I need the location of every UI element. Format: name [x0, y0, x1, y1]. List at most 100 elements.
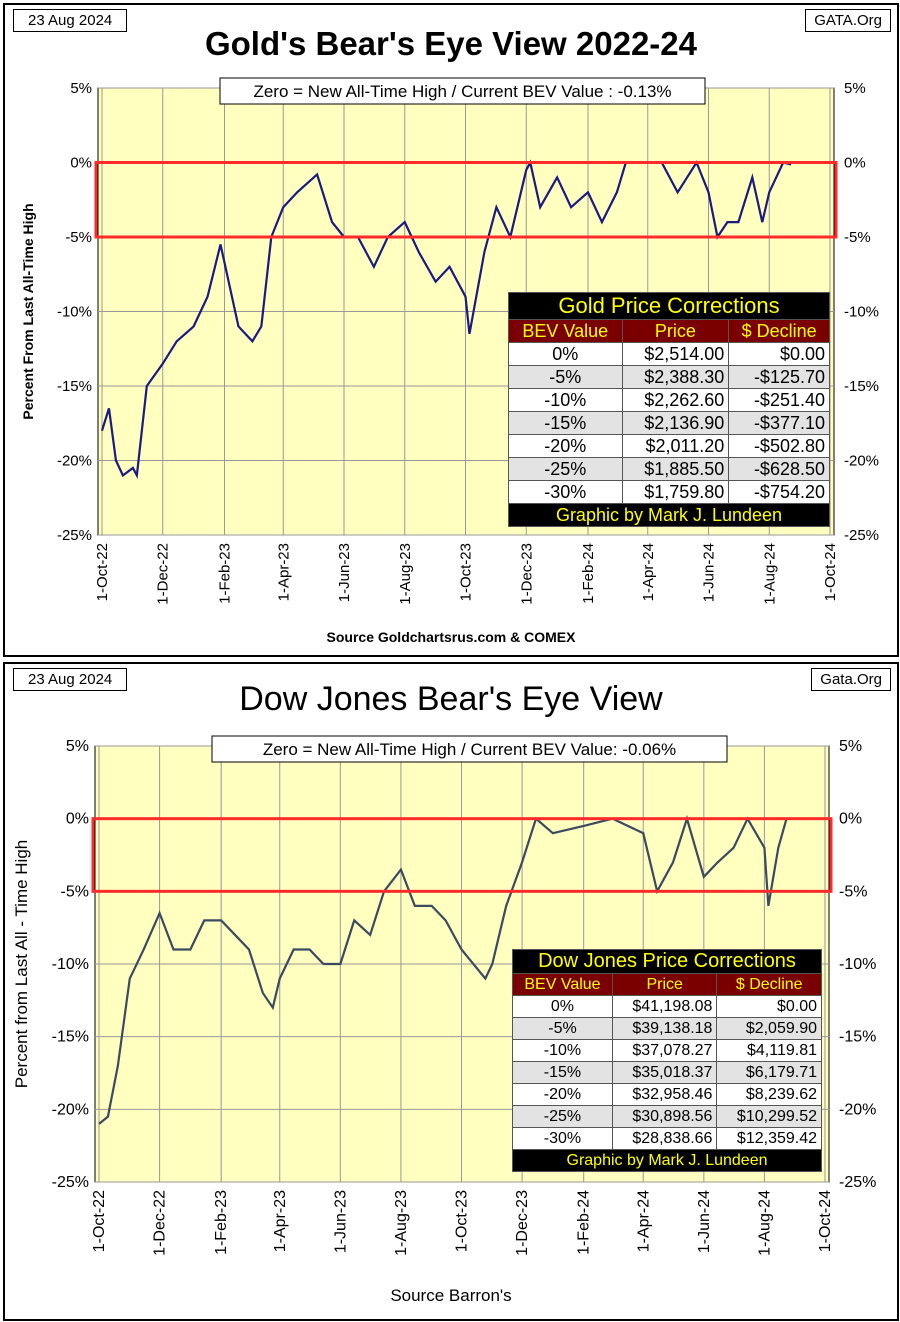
- table-cell: $41,198.08: [611, 995, 718, 1018]
- x-tick-label: 1-Apr-23: [275, 543, 292, 601]
- column-header: $ Decline: [728, 319, 830, 343]
- table-title: Dow Jones Price Corrections: [512, 949, 822, 974]
- table-cell: -$628.50: [728, 457, 830, 481]
- table-cell: -25%: [508, 457, 623, 481]
- note-box: [211, 735, 728, 763]
- y-tick-label-left: -5%: [65, 229, 92, 246]
- y-tick-label-left: 5%: [70, 80, 92, 97]
- column-header: BEV Value: [508, 319, 623, 343]
- dow-corrections-table: Dow Jones Price Corrections BEV Value Pric…: [512, 949, 822, 1172]
- date-label: 23 Aug 2024: [13, 9, 128, 32]
- y-tick-label-left: -5%: [61, 883, 89, 900]
- table-row: 0% $2,514.00 $0.00: [508, 342, 830, 366]
- y-tick-label-right: -15%: [844, 378, 879, 395]
- y-tick-label-right: -20%: [839, 1101, 876, 1118]
- table-row: 0% $41,198.08 $0.00: [512, 995, 822, 1018]
- x-tick-label: 1-Jun-24: [696, 1190, 713, 1253]
- table-cell: -5%: [508, 365, 623, 389]
- table-cell: -$754.20: [728, 480, 830, 504]
- y-tick-label-left: -25%: [52, 1174, 89, 1191]
- x-tick-label: 1-Aug-24: [761, 543, 778, 605]
- table-cell: $2,262.60: [621, 388, 730, 412]
- x-tick-label: 1-Apr-24: [640, 543, 657, 601]
- x-tick-label: 1-Aug-24: [756, 1190, 773, 1256]
- x-tick-label: 1-Oct-23: [454, 1190, 471, 1252]
- table-cell: -20%: [508, 434, 623, 458]
- chart-title: Gold's Bear's Eye View 2022-24: [204, 25, 698, 62]
- table-cell: -25%: [512, 1105, 613, 1128]
- table-cell: $2,059.90: [716, 1017, 822, 1040]
- y-tick-label-left: -20%: [57, 453, 92, 470]
- y-tick-label-left: -10%: [57, 304, 92, 321]
- table-row: -10% $37,078.27 $4,119.81: [512, 1039, 822, 1062]
- table-cell: $6,179.71: [716, 1061, 822, 1084]
- x-tick-label: 1-Oct-24: [822, 543, 839, 601]
- table-row: -10% $2,262.60 -$251.40: [508, 388, 830, 412]
- y-tick-label-right: -15%: [839, 1029, 876, 1046]
- x-tick-label: 1-Dec-22: [155, 543, 172, 605]
- x-tick-label: 1-Dec-23: [514, 1190, 531, 1256]
- table-cell: -10%: [508, 388, 623, 412]
- table-cell: $2,514.00: [621, 342, 730, 366]
- source-label: Source Goldchartsrus.com & COMEX: [326, 629, 576, 645]
- dow-chart-panel: 23 Aug 2024 Gata.Org Dow Jones Bear's Ey…: [3, 662, 899, 1321]
- bev-line: [98, 814, 788, 1125]
- note-text: Zero = New All-Time High / Current BEV V…: [253, 82, 671, 101]
- y-tick-label-left: -20%: [52, 1101, 89, 1118]
- x-tick-label: 1-Feb-23: [216, 543, 233, 604]
- x-tick-label: 1-Oct-23: [458, 543, 475, 601]
- source-label: Source Barron's: [390, 1286, 512, 1305]
- table-cell: $37,078.27: [611, 1039, 718, 1062]
- x-tick-label: 1-Feb-23: [213, 1190, 230, 1255]
- highlight-band-box: [94, 161, 838, 239]
- table-row: -20% $2,011.20 -$502.80: [508, 434, 830, 458]
- y-tick-label-right: -25%: [844, 527, 879, 544]
- y-axis-label: Percent from Last All - Time High: [12, 840, 31, 1088]
- site-label: Gata.Org: [811, 668, 891, 691]
- x-tick-label: 1-Jun-23: [332, 1190, 349, 1253]
- table-row: -20% $32,958.46 $8,239.62: [512, 1083, 822, 1106]
- y-axis-label: Percent From Last All-Time High: [20, 203, 36, 419]
- column-header: BEV Value: [512, 973, 613, 996]
- x-tick-label: 1-Jun-24: [701, 543, 718, 602]
- column-header: Price: [621, 319, 730, 343]
- table-cell: -30%: [512, 1127, 613, 1150]
- y-tick-label-left: -25%: [57, 527, 92, 544]
- table-cell: $32,958.46: [611, 1083, 718, 1106]
- x-tick-label: 1-Apr-23: [272, 1190, 289, 1252]
- table-cell: -5%: [512, 1017, 613, 1040]
- y-tick-label-left: 0%: [70, 155, 92, 172]
- table-cell: $2,136.90: [621, 411, 730, 435]
- y-tick-label-right: 5%: [844, 80, 866, 97]
- y-tick-label-left: -15%: [52, 1029, 89, 1046]
- table-cell: -$502.80: [728, 434, 830, 458]
- table-row: -15% $2,136.90 -$377.10: [508, 411, 830, 435]
- table-cell: $4,119.81: [716, 1039, 822, 1062]
- column-header: $ Decline: [716, 973, 822, 996]
- x-tick-label: 1-Aug-23: [393, 1190, 410, 1256]
- table-title: Gold Price Corrections: [508, 292, 830, 320]
- x-tick-label: 1-Dec-23: [518, 543, 535, 605]
- table-cell: $8,239.62: [716, 1083, 822, 1106]
- table-cell: -10%: [512, 1039, 613, 1062]
- table-cell: $10,299.52: [716, 1105, 822, 1128]
- y-tick-label-left: -15%: [57, 378, 92, 395]
- y-tick-label-right: -10%: [844, 304, 879, 321]
- x-tick-label: 1-Dec-22: [152, 1190, 169, 1256]
- table-row: -30% $1,759.80 -$754.20: [508, 480, 830, 504]
- y-tick-label-right: -10%: [839, 956, 876, 973]
- table-cell: $28,838.66: [611, 1127, 718, 1150]
- table-cell: 0%: [512, 995, 613, 1018]
- table-cell: $1,885.50: [621, 457, 730, 481]
- site-label: GATA.Org: [805, 9, 891, 32]
- y-tick-label-right: 5%: [839, 738, 862, 755]
- note-text: Zero = New All-Time High / Current BEV V…: [263, 740, 676, 759]
- y-tick-label-right: -25%: [839, 1174, 876, 1191]
- table-cell: $30,898.56: [611, 1105, 718, 1128]
- x-tick-label: 1-Aug-23: [397, 543, 414, 605]
- y-tick-label-right: -5%: [839, 883, 867, 900]
- y-tick-label-right: 0%: [839, 811, 862, 828]
- y-tick-label-right: -20%: [844, 453, 879, 470]
- gold-corrections-table: Gold Price Corrections BEV Value Price $ De…: [508, 292, 830, 527]
